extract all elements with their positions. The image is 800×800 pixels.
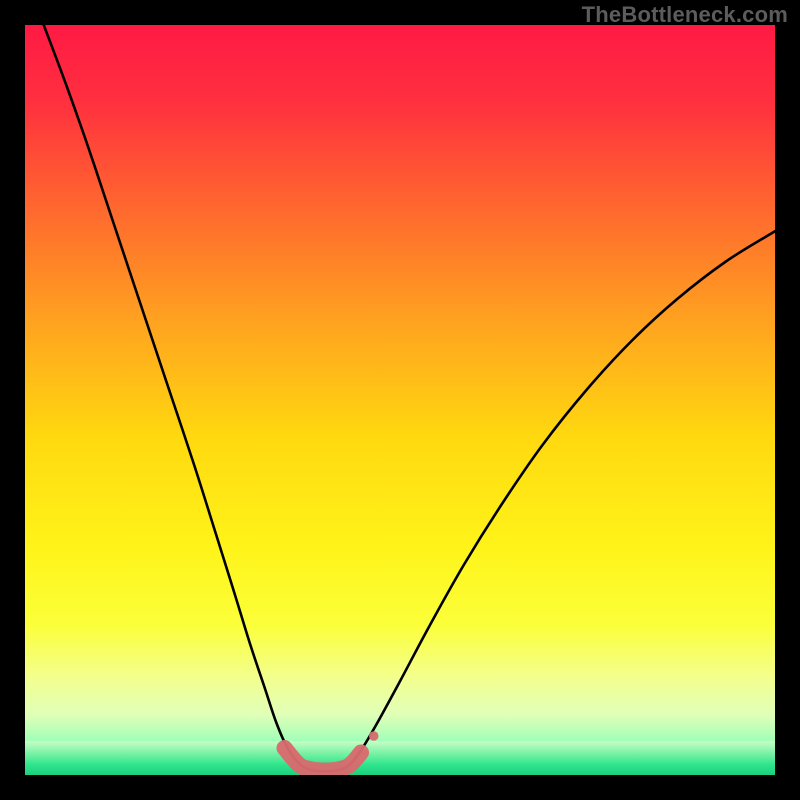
chart-svg bbox=[25, 25, 775, 775]
chart-plot-area bbox=[25, 25, 775, 775]
bottleneck-curve bbox=[44, 25, 775, 771]
watermark-text: TheBottleneck.com bbox=[582, 2, 788, 28]
valley-thick-marker bbox=[285, 748, 362, 771]
valley-dot-marker bbox=[369, 731, 379, 741]
